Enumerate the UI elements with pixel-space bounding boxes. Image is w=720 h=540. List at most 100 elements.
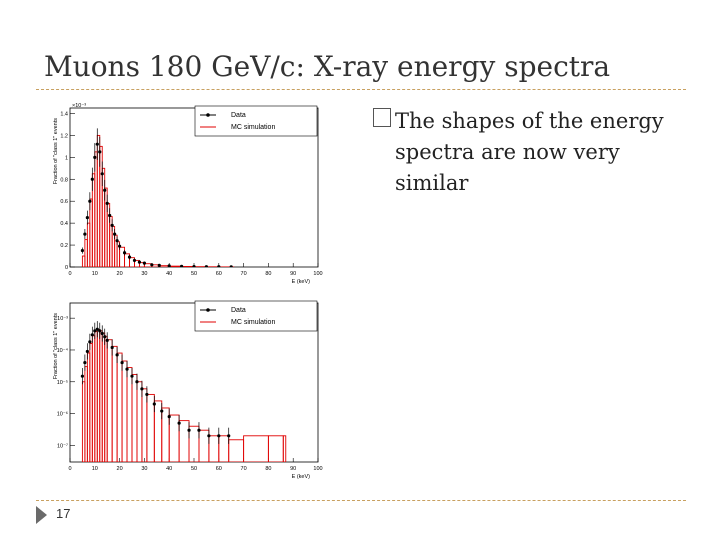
x-tick-label: 60 bbox=[216, 271, 222, 277]
mc-bin bbox=[168, 265, 183, 267]
x-axis-label: E (keV) bbox=[292, 279, 311, 285]
legend-label: Data bbox=[231, 307, 246, 314]
page-number: 17 bbox=[56, 506, 71, 521]
y-tick-label: 0.2 bbox=[60, 243, 68, 249]
checkbox-bullet-icon bbox=[373, 108, 391, 127]
data-point bbox=[187, 428, 191, 432]
y-tick-label: 0.4 bbox=[60, 221, 68, 227]
y-axis-label: Fraction of "class 1" events bbox=[53, 313, 59, 380]
data-point bbox=[204, 265, 208, 267]
legend-label: MC simulation bbox=[231, 124, 275, 131]
data-point bbox=[93, 329, 97, 333]
y-tick-label: 10⁻⁴ bbox=[57, 347, 69, 354]
data-point bbox=[115, 353, 119, 357]
legend-swatch-marker bbox=[206, 308, 210, 312]
y-tick-label: 10⁻³ bbox=[57, 316, 68, 322]
x-tick-label: 90 bbox=[290, 466, 296, 472]
data-point bbox=[98, 150, 102, 154]
data-point bbox=[150, 263, 154, 267]
legend-box bbox=[194, 300, 318, 332]
data-point bbox=[135, 380, 139, 384]
data-point bbox=[140, 387, 144, 391]
data-point bbox=[85, 349, 89, 354]
data-point bbox=[197, 428, 201, 432]
data-point bbox=[103, 188, 107, 192]
data-point bbox=[105, 338, 109, 342]
data-point bbox=[110, 345, 114, 350]
legend-label: Data bbox=[231, 112, 246, 119]
data-point bbox=[113, 232, 117, 236]
x-axis-label: E (keV) bbox=[292, 474, 311, 480]
data-point bbox=[105, 201, 109, 205]
x-tick-label: 100 bbox=[313, 466, 322, 472]
data-point bbox=[127, 255, 132, 259]
data-point bbox=[80, 374, 84, 378]
x-tick-label: 80 bbox=[265, 271, 271, 277]
data-point bbox=[145, 392, 149, 397]
data-point bbox=[152, 402, 156, 406]
x-tick-label: 40 bbox=[166, 271, 172, 277]
y-tick-label: 10⁻⁵ bbox=[57, 379, 68, 386]
bullet-text: The shapes of the energy spectra are now… bbox=[395, 109, 664, 195]
y-tick-label: 0.8 bbox=[60, 177, 68, 183]
data-point bbox=[80, 248, 84, 253]
title-divider bbox=[36, 89, 686, 90]
y-tick-label: 0.6 bbox=[60, 199, 68, 205]
x-tick-label: 30 bbox=[141, 271, 147, 277]
data-point bbox=[227, 434, 231, 438]
y-tick-label: 0 bbox=[65, 265, 68, 271]
data-point bbox=[130, 374, 134, 378]
y-axis-label: Fraction of "class 1" events bbox=[53, 118, 59, 185]
data-point bbox=[88, 340, 92, 344]
data-point bbox=[122, 251, 127, 255]
data-point bbox=[108, 213, 112, 218]
linear-spectrum-chart: 0 10 20 30 40 50 60 70 80 90 100 0 0.2 0.4 0.6 0.8 1 1.2 1… bbox=[53, 103, 323, 285]
mc-bin bbox=[181, 266, 195, 267]
data-point bbox=[167, 415, 171, 419]
y-tick-label: 1.2 bbox=[60, 133, 68, 139]
y-tick-label: 1 bbox=[65, 155, 68, 161]
bullet-item: The shapes of the energy spectra are now… bbox=[373, 106, 673, 199]
data-point bbox=[177, 421, 181, 425]
y-tick-label: 10⁻⁷ bbox=[57, 442, 68, 449]
data-point bbox=[88, 199, 92, 203]
data-point bbox=[115, 239, 119, 243]
page-arrow-icon bbox=[36, 506, 47, 524]
data-point bbox=[83, 232, 87, 236]
data-point bbox=[137, 260, 142, 264]
data-point bbox=[118, 244, 122, 248]
data-point bbox=[207, 434, 211, 438]
data-point bbox=[95, 327, 99, 331]
x-tick-label: 10 bbox=[92, 271, 98, 277]
data-point bbox=[142, 261, 146, 265]
legend-box bbox=[194, 105, 318, 137]
x-tick-label: 10 bbox=[92, 466, 98, 472]
y-tick-label: 1.4 bbox=[60, 111, 68, 117]
data-point bbox=[229, 265, 233, 267]
slide-title: Muons 180 GeV/c: X-ray energy spectra bbox=[44, 50, 611, 83]
x-tick-label: 90 bbox=[290, 271, 296, 277]
data-point bbox=[98, 329, 102, 333]
data-point bbox=[100, 172, 104, 176]
x-tick-label: 50 bbox=[191, 271, 197, 277]
data-point bbox=[160, 409, 164, 413]
data-point bbox=[90, 177, 94, 181]
data-point bbox=[157, 263, 161, 267]
data-point bbox=[125, 367, 129, 371]
data-point bbox=[93, 155, 97, 159]
data-point bbox=[217, 265, 221, 267]
mc-bin bbox=[282, 435, 287, 462]
y-axis-multiplier: ×10⁻³ bbox=[72, 103, 86, 109]
data-point bbox=[180, 264, 184, 267]
data-point bbox=[110, 223, 114, 227]
x-tick-label: 70 bbox=[241, 466, 247, 472]
x-tick-label: 70 bbox=[241, 271, 247, 277]
x-tick-label: 0 bbox=[68, 271, 71, 277]
x-tick-label: 20 bbox=[117, 271, 123, 277]
data-point bbox=[167, 264, 171, 267]
data-point bbox=[95, 142, 99, 146]
series-group bbox=[80, 321, 287, 462]
data-point bbox=[103, 335, 107, 339]
x-tick-label: 60 bbox=[216, 466, 222, 472]
x-tick-label: 80 bbox=[265, 466, 271, 472]
